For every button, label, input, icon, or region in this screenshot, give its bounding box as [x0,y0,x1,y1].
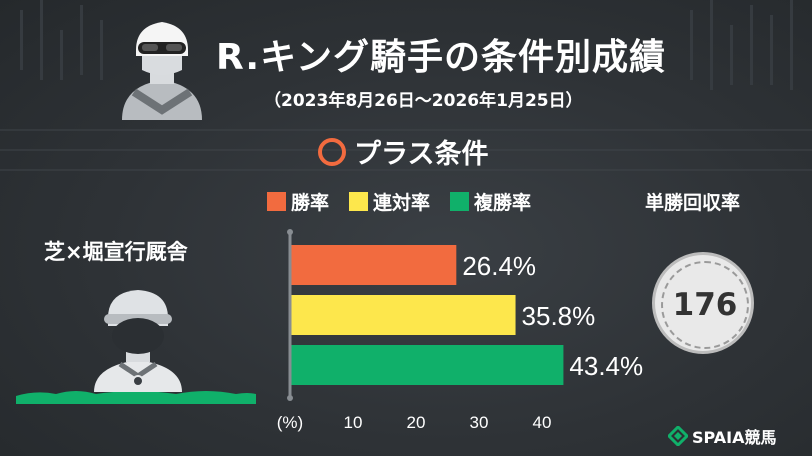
legend-item-win: 勝率 [267,188,329,215]
legend-label: 連対率 [373,192,431,214]
bar-1 [290,245,457,285]
roi-badge: 176 [652,252,754,354]
legend-label: 勝率 [291,192,330,214]
bar-value-label: 35.8% [522,301,596,331]
date-range-subtitle: （2023年8月26日～2026年1月25日） [264,91,583,111]
plus-circle-icon [318,137,346,166]
brand-label: SPAIA競馬 [692,428,777,447]
roi-label: 単勝回収率 [645,192,741,214]
spaia-logo: SPAIA競馬 [668,424,777,448]
jockey-avatar-icon [122,22,202,120]
bar-2 [290,295,516,335]
axis-unit-label: (%) [277,413,303,432]
x-tick-label: 10 [344,413,363,432]
roi-badge-inner: 176 [661,261,749,349]
legend-swatch [267,192,286,211]
axis-cap [287,395,293,401]
x-tick-label: 30 [470,413,489,432]
legend-label: 複勝率 [474,192,532,214]
roi-value: 176 [672,287,738,323]
legend-swatch [349,192,369,211]
legend-swatch [450,192,470,211]
section-label: プラス条件 [354,139,489,170]
x-tick-label: 40 [533,413,552,432]
legend-item-place: 複勝率 [450,188,531,215]
bar-3 [290,345,564,385]
bar-value-label: 26.4% [462,251,536,281]
bar-value-label: 43.4% [569,351,643,381]
legend-item-quinella: 連対率 [349,188,430,215]
chart-legend: 勝率 連対率 複勝率 [267,188,551,215]
x-tick-label: 20 [407,413,426,432]
condition-label: 芝×堀宣行厩舎 [44,240,188,264]
page-title: R.キング騎手の条件別成績 [216,37,666,78]
axis-cap [287,229,293,235]
section-heading: プラス条件 [318,132,488,171]
jockey-portrait-icon [16,290,256,404]
spaia-logo-icon [668,426,688,446]
